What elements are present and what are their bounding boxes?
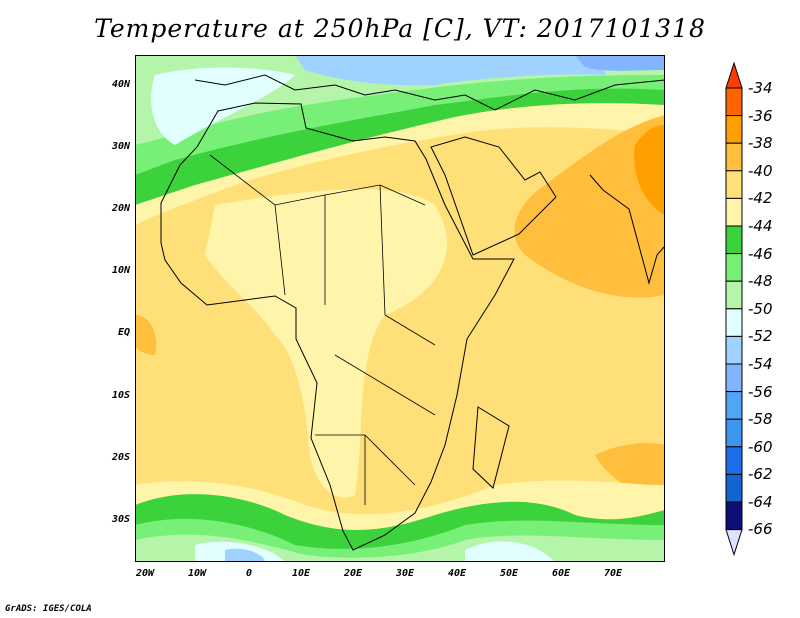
colorbar-swatch — [725, 446, 743, 475]
lon-label: 70E — [603, 568, 623, 579]
field-blue-north — [295, 55, 605, 86]
colorbar-label: -54 — [748, 355, 773, 373]
lat-label: 10N — [111, 265, 130, 276]
lat-label: 40N — [111, 79, 130, 90]
colorbar-swatch — [725, 170, 743, 199]
lat-label: 10S — [111, 390, 130, 401]
colorbar-label: -46 — [748, 245, 773, 263]
colorbar-label: -64 — [748, 493, 773, 511]
colorbar — [725, 62, 743, 557]
colorbar-swatch — [725, 335, 743, 365]
colorbar-swatch — [725, 473, 743, 503]
lon-label: 60E — [551, 568, 571, 579]
colorbar-label: -66 — [748, 520, 773, 538]
lon-label: 50E — [499, 568, 519, 579]
colorbar-label: -58 — [748, 410, 773, 428]
colorbar-label: -40 — [748, 162, 773, 180]
arabia-coast — [430, 136, 557, 256]
field-orange-india — [634, 125, 665, 215]
colorbar-label: -48 — [748, 272, 773, 290]
colorbar-over-arrow — [725, 62, 743, 89]
field-orange-east — [514, 115, 665, 298]
lat-label: 30S — [111, 514, 130, 525]
colorbar-label: -36 — [748, 107, 773, 125]
field-blue-north2 — [575, 55, 665, 71]
lon-label: 10E — [291, 568, 311, 579]
colorbar-swatch — [725, 253, 743, 282]
lat-label: 20S — [111, 452, 130, 463]
credit-label: GrADS: IGES/COLA — [5, 604, 92, 614]
chart-title: Temperature at 250hPa [C], VT: 201710131… — [94, 14, 706, 43]
colorbar-label: -38 — [748, 134, 773, 152]
colorbar-under-arrow — [725, 529, 743, 557]
lon-label: 30E — [395, 568, 415, 579]
colorbar-label: -52 — [748, 327, 773, 345]
colorbar-swatch — [725, 142, 743, 172]
lat-label: 30N — [111, 141, 130, 152]
colorbar-swatch — [725, 115, 743, 144]
colorbar-swatch — [725, 308, 743, 337]
lon-label: 40E — [447, 568, 467, 579]
field-south-cyan — [195, 541, 555, 562]
field-orange-west — [135, 315, 157, 355]
colorbar-swatch — [725, 225, 743, 255]
lon-label: 20E — [343, 568, 363, 579]
field-south-blue — [225, 548, 265, 562]
map-frame — [135, 55, 665, 562]
europe-coast — [194, 74, 665, 111]
colorbar-swatch — [725, 197, 743, 227]
colorbar-swatch — [725, 363, 743, 393]
lon-label: 0 — [245, 568, 253, 579]
colorbar-label: -60 — [748, 438, 773, 456]
coastlines — [160, 74, 665, 551]
madagascar-coast — [472, 406, 510, 489]
lon-label: 20W — [135, 568, 155, 579]
colorbar-label: -44 — [748, 217, 773, 235]
colorbar-label: -56 — [748, 383, 773, 401]
colorbar-label: -34 — [748, 79, 773, 97]
colorbar-label: -62 — [748, 465, 773, 483]
colorbar-swatch — [725, 418, 743, 448]
colorbar-swatch — [725, 391, 743, 420]
field-interior — [205, 189, 447, 498]
india-coast — [589, 174, 665, 285]
lat-label: 20N — [111, 203, 130, 214]
africa-coast — [160, 102, 515, 551]
colorbar-swatch — [725, 87, 743, 117]
colorbar-swatch — [725, 501, 743, 531]
colorbar-swatch — [725, 280, 743, 310]
lon-label: 10W — [187, 568, 207, 579]
field-cyan — [151, 67, 295, 145]
temperature-map — [135, 55, 665, 562]
colorbar-label: -42 — [748, 189, 773, 207]
colorbar-label: -50 — [748, 300, 773, 318]
lat-label: EQ — [117, 327, 130, 338]
borders — [209, 154, 436, 505]
